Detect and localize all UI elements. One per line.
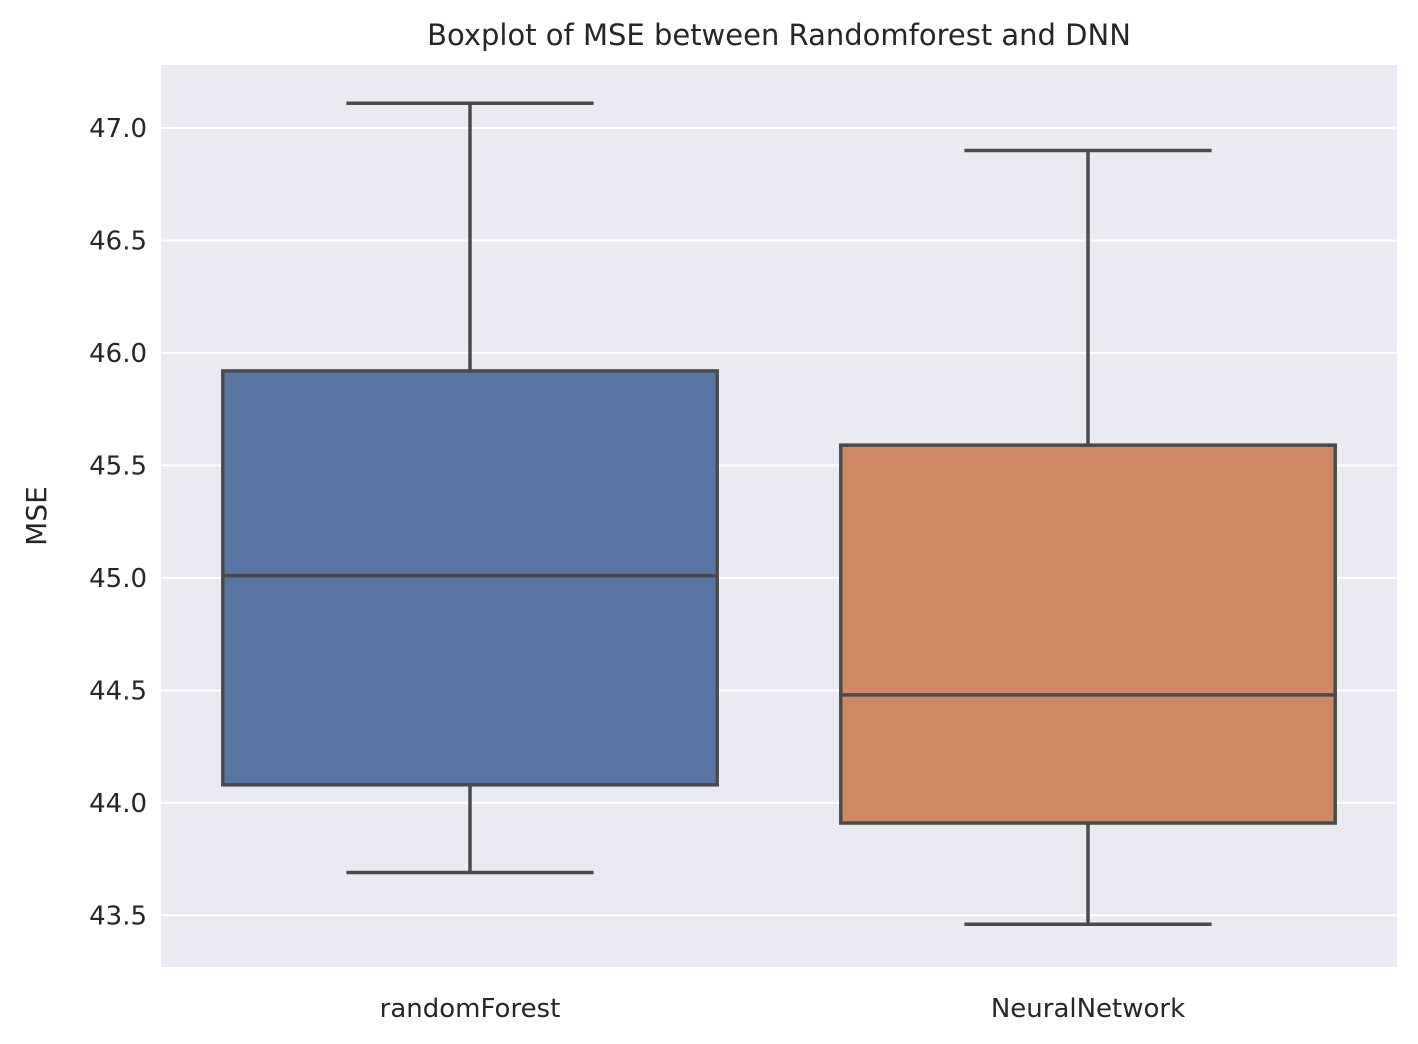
box-randomForest <box>221 101 719 875</box>
boxes <box>221 101 1337 927</box>
iqr-box <box>221 369 719 787</box>
iqr-box <box>839 443 1337 825</box>
y-tick-label: 44.0 <box>89 789 147 819</box>
y-tick-label: 44.5 <box>89 676 147 706</box>
y-tick-label: 45.5 <box>89 451 147 481</box>
x-tick-label: NeuralNetwork <box>991 994 1185 1024</box>
chart-title: Boxplot of MSE between Randomforest and … <box>427 18 1131 52</box>
x-tick-labels: randomForest NeuralNetwork <box>380 994 1185 1024</box>
box-NeuralNetwork <box>839 148 1337 927</box>
y-tick-label: 45.0 <box>89 564 147 594</box>
y-axis-label: MSE <box>20 486 53 546</box>
y-tick-label: 47.0 <box>89 114 147 144</box>
y-tick-label: 46.0 <box>89 339 147 369</box>
x-tick-label: randomForest <box>380 994 561 1024</box>
y-tick-label: 43.5 <box>89 901 147 931</box>
y-tick-label: 46.5 <box>89 226 147 256</box>
y-tick-labels: 43.5 44.0 44.5 45.0 45.5 46.0 46.5 47.0 <box>89 114 147 931</box>
